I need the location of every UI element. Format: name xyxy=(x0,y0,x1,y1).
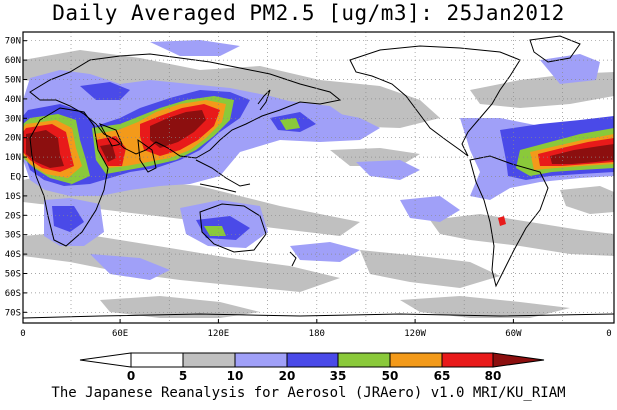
lon-label: 120W xyxy=(404,329,426,339)
lon-label: 60E xyxy=(112,329,128,339)
lat-label: 10N xyxy=(5,153,21,163)
lat-label: 50S xyxy=(5,270,21,280)
colorbar xyxy=(79,352,545,368)
lat-label: 10S xyxy=(5,192,21,202)
lat-label: EQ xyxy=(10,173,21,183)
latitude-labels: 70N 60N 50N 40N 30N 20N 10N EQ 10S 20S 3… xyxy=(5,37,21,319)
lat-label: 60N xyxy=(5,56,21,66)
colorbar-tick-label: 20 xyxy=(279,369,296,383)
lat-label: 30N xyxy=(5,114,21,124)
colorbar-arrow-high xyxy=(492,352,545,368)
colorbar-tick-label: 80 xyxy=(485,369,502,383)
lat-label: 30S xyxy=(5,231,21,241)
colorbar-tick-label: 0 xyxy=(127,369,135,383)
colorbar-tick-label: 50 xyxy=(382,369,399,383)
colorbar-bin-10-20 xyxy=(234,352,288,368)
lat-label: 60S xyxy=(5,289,21,299)
colorbar-bin-65-80 xyxy=(441,352,494,368)
lon-label: 120E xyxy=(208,329,230,339)
colorbar-bin-20-35 xyxy=(286,352,339,368)
lon-label: 180 xyxy=(309,329,325,339)
lon-label: 0 xyxy=(606,329,611,339)
colorbar-tick-label: 35 xyxy=(330,369,347,383)
coastlines xyxy=(23,35,614,319)
map-grid xyxy=(23,32,614,323)
colorbar-bin-5-10 xyxy=(182,352,236,368)
lat-label: 70N xyxy=(5,37,21,47)
map-title: Daily Averaged PM2.5 [ug/m3]: 25Jan2012 xyxy=(52,1,565,25)
colorbar-arrow-low xyxy=(79,352,132,368)
lat-label: 20S xyxy=(5,211,21,221)
colorbar-bin-0-5 xyxy=(130,352,184,368)
colorbar-tick-label: 5 xyxy=(179,369,187,383)
lat-label: 40S xyxy=(5,250,21,260)
lat-label: 40N xyxy=(5,95,21,105)
lat-label: 70S xyxy=(5,308,21,318)
pm25-level-80-plus xyxy=(26,110,614,168)
colorbar-tick-label: 10 xyxy=(227,369,244,383)
footer-credit: The Japanese Reanalysis for Aerosol (JRA… xyxy=(51,385,566,401)
colorbar-bin-35-50 xyxy=(337,352,391,368)
colorbar-ticks: 0 5 10 20 35 50 65 80 xyxy=(127,369,502,383)
lat-label: 50N xyxy=(5,76,21,86)
longitude-labels: 0 60E 120E 180 120W 60W 0 xyxy=(20,329,611,339)
colorbar-bin-50-65 xyxy=(389,352,443,368)
lon-label: 60W xyxy=(505,329,522,339)
lat-label: 20N xyxy=(5,134,21,144)
lon-label: 0 xyxy=(20,329,25,339)
axis-ticks xyxy=(22,40,615,323)
colorbar-tick-label: 65 xyxy=(434,369,451,383)
map-frame xyxy=(22,31,615,324)
